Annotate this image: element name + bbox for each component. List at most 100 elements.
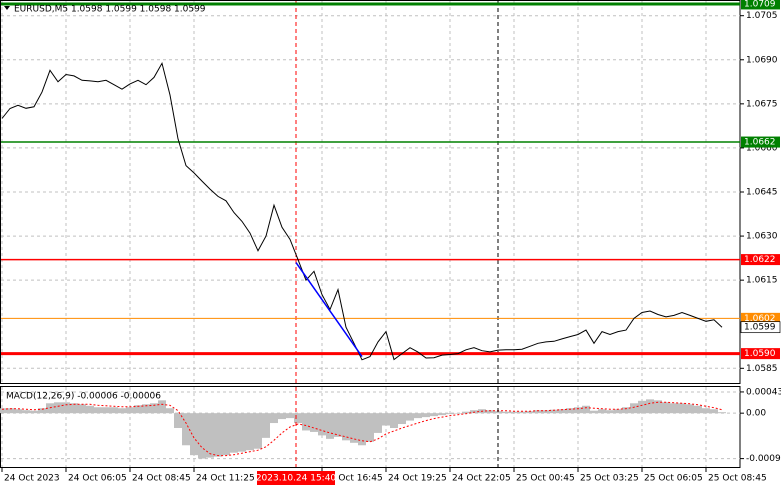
y-tick-label: 1.0645 (746, 188, 778, 198)
macd-bar (614, 409, 622, 414)
macd-bar (422, 413, 430, 418)
macd-bar (606, 410, 614, 414)
macd-bar (494, 411, 502, 414)
level-label-box (741, 0, 780, 10)
macd-bar (278, 413, 286, 420)
level-label: 1.0709 (744, 0, 776, 9)
macd-y-tick-label: -0.00092 (746, 454, 781, 464)
macd-bar (550, 409, 558, 414)
macd-bar (302, 413, 310, 431)
macd-bar (126, 407, 134, 414)
level-label: 1.0590 (744, 349, 776, 359)
level-label: 1.0602 (744, 314, 776, 324)
macd-bar (230, 413, 238, 453)
y-tick-label: 1.0660 (746, 143, 778, 153)
x-tick-label: 25 Oct 03:25 (580, 474, 639, 484)
macd-bar (6, 408, 14, 414)
macd-bar (62, 402, 70, 414)
price-line (1, 61, 723, 361)
macd-bar (238, 413, 246, 452)
level-label-box (741, 254, 780, 266)
macd-bar (350, 413, 358, 443)
y-tick-label: 1.0705 (746, 11, 778, 21)
macd-bar (222, 413, 230, 456)
macd-bar (262, 413, 270, 438)
macd-bar (670, 403, 678, 414)
macd-y-tick-label: 0.00043 (746, 387, 781, 397)
x-tick-label: 25 Oct 00:45 (516, 474, 575, 484)
macd-bar (78, 404, 86, 414)
level-label: 1.0662 (744, 138, 776, 148)
macd-bar (342, 413, 350, 441)
macd-bar (638, 400, 646, 414)
macd-bar (310, 413, 318, 432)
level-label-box (741, 136, 780, 148)
macd-bar (390, 413, 398, 428)
macd-bar (454, 413, 462, 414)
macd-signal-line (1, 401, 723, 457)
macd-bar (190, 413, 198, 456)
macd-bar (510, 411, 518, 414)
macd-bar (718, 412, 726, 414)
macd-bar (382, 413, 390, 426)
x-tick-label: 24 Oct 2023 (4, 474, 60, 484)
macd-bar (518, 411, 526, 414)
trendline (295, 262, 363, 357)
macd-bar (558, 409, 566, 414)
macd-y-tick-label: 0.00 (746, 409, 766, 419)
macd-bar (110, 407, 118, 414)
macd-bar (142, 404, 150, 414)
x-tick-label: 24 Oct 11:25 (196, 474, 255, 484)
cursor-time-label: 2023.10.24 15:40 (256, 474, 337, 484)
macd-bar (150, 403, 158, 414)
macd-bar (0, 408, 6, 414)
macd-bar (686, 404, 694, 414)
macd-bar (438, 413, 446, 416)
macd-bar (662, 402, 670, 414)
level-label-box (741, 348, 780, 360)
macd-bar (326, 413, 334, 439)
macd-bar (654, 400, 662, 414)
macd-bar (198, 413, 206, 459)
macd-bar (374, 413, 382, 433)
macd-title: MACD(12,26,9) -0.00006 -0.00006 (6, 392, 161, 402)
macd-bar (574, 407, 582, 414)
macd-bar (30, 410, 38, 414)
macd-bar (566, 408, 574, 414)
macd-bar (54, 402, 62, 414)
macd-bar (174, 413, 182, 428)
macd-bar (462, 411, 470, 414)
macd-bar (502, 411, 510, 414)
x-tick-label: 25 Oct 06:05 (644, 474, 703, 484)
level-label-box (741, 312, 780, 324)
macd-bar (286, 413, 294, 419)
macd-bar (206, 413, 214, 458)
macd-bar (646, 399, 654, 414)
macd-bar (334, 413, 342, 437)
macd-bar (70, 403, 78, 414)
macd-bar (166, 408, 174, 414)
y-tick-label: 1.0690 (746, 55, 778, 65)
macd-bar (134, 405, 142, 414)
macd-bar (102, 407, 110, 414)
macd-bar (94, 407, 102, 414)
macd-bar (86, 405, 94, 414)
y-tick-label: 1.0675 (746, 99, 778, 109)
cursor-time-box (257, 471, 335, 485)
macd-bar (358, 413, 366, 446)
y-tick-label: 1.0615 (746, 276, 778, 286)
macd-bar (118, 408, 126, 414)
y-tick-label: 1.0585 (746, 364, 778, 374)
macd-bar (246, 413, 254, 451)
macd-bar (14, 409, 22, 414)
macd-bar (702, 408, 710, 414)
macd-bar (526, 411, 534, 414)
macd-panel-frame (0, 386, 741, 468)
macd-bar (46, 403, 54, 414)
macd-bar (22, 410, 30, 414)
x-tick-label: 24 Oct 16:45 (324, 474, 383, 484)
x-tick-label: 24 Oct 08:45 (132, 474, 191, 484)
macd-bar (590, 410, 598, 414)
macd-bar (542, 410, 550, 414)
